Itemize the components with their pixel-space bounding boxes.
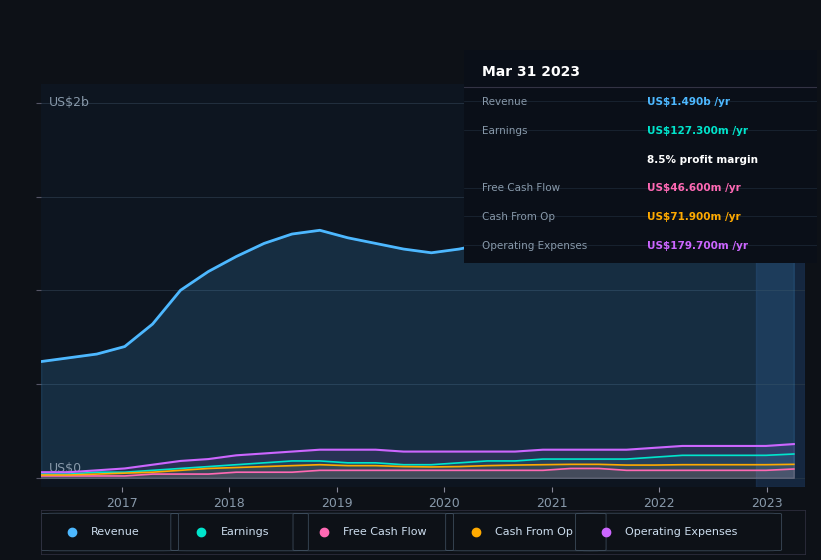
Text: US$46.600m /yr: US$46.600m /yr	[648, 184, 741, 193]
Text: US$179.700m /yr: US$179.700m /yr	[648, 241, 749, 251]
Text: Operating Expenses: Operating Expenses	[481, 241, 587, 251]
Text: Earnings: Earnings	[221, 527, 269, 537]
Text: Operating Expenses: Operating Expenses	[625, 527, 737, 537]
Text: Cash From Op: Cash From Op	[481, 212, 554, 222]
Text: 8.5% profit margin: 8.5% profit margin	[648, 155, 759, 165]
Bar	[756, 84, 805, 487]
Text: Free Cash Flow: Free Cash Flow	[342, 527, 426, 537]
Text: US$127.300m /yr: US$127.300m /yr	[648, 126, 749, 136]
Text: Free Cash Flow: Free Cash Flow	[481, 184, 560, 193]
Text: Revenue: Revenue	[481, 97, 526, 107]
Text: US$0: US$0	[48, 462, 82, 475]
Text: US$1.490b /yr: US$1.490b /yr	[648, 97, 731, 107]
Text: Revenue: Revenue	[90, 527, 140, 537]
Text: US$71.900m /yr: US$71.900m /yr	[648, 212, 741, 222]
Text: US$2b: US$2b	[48, 96, 89, 109]
Text: Earnings: Earnings	[481, 126, 527, 136]
Text: Cash From Op: Cash From Op	[495, 527, 573, 537]
Text: Mar 31 2023: Mar 31 2023	[481, 66, 580, 80]
